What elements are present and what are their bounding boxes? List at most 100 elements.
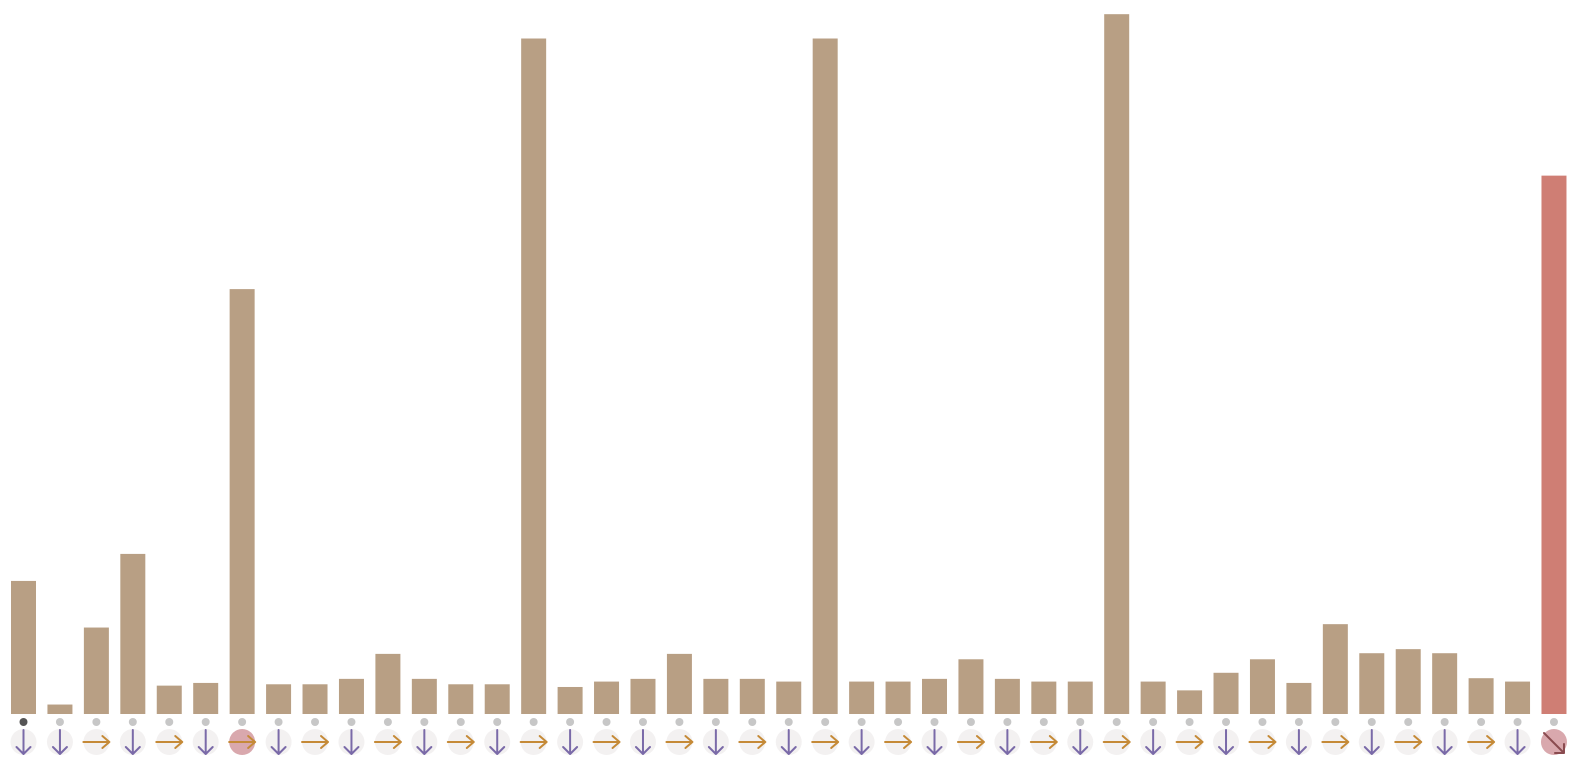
bar-2 (83, 627, 109, 714)
marker-dot-12 (456, 718, 465, 726)
marker-dot-41 (1513, 718, 1522, 726)
marker-dot-26 (966, 718, 975, 726)
arrow-glyph-10 (373, 735, 402, 749)
bar-40 (1468, 678, 1494, 714)
marker-dot-40 (1477, 718, 1486, 726)
arrow-glyph-32 (1175, 735, 1204, 749)
marker-dot-17 (638, 718, 647, 726)
bar-24 (885, 681, 911, 714)
marker-dot-10 (383, 718, 392, 726)
bar-13 (484, 684, 510, 714)
marker-dot-11 (420, 718, 429, 726)
arrows-group (10, 729, 1567, 755)
marker-dot-16 (602, 718, 611, 726)
bar-10 (375, 653, 401, 714)
arrow-down-icon-1 (46, 729, 73, 755)
arrow-down-icon-15 (557, 729, 584, 755)
marker-dot-33 (1222, 718, 1231, 726)
bar-11 (411, 678, 437, 714)
arrow-down-icon-23 (848, 729, 875, 755)
bar-3 (120, 553, 146, 714)
arrow-down-icon-3 (119, 729, 146, 755)
bar-26 (958, 659, 984, 714)
arrow-glyph-30 (1102, 735, 1131, 749)
marker-dot-14 (529, 718, 538, 726)
arrow-glyph-19 (707, 729, 724, 755)
arrow-glyph-27 (999, 729, 1016, 755)
arrow-down-icon-21 (775, 729, 802, 755)
bar-21 (776, 681, 802, 714)
arrow-glyph-24 (884, 735, 913, 749)
arrow-glyph-34 (1248, 735, 1277, 749)
bar-38 (1395, 649, 1421, 714)
arrow-down-icon-7 (265, 729, 292, 755)
bar-31 (1140, 681, 1166, 714)
arrow-down-icon-27 (994, 729, 1021, 755)
arrow-glyph-4 (155, 735, 184, 749)
arrow-glyph-31 (1145, 729, 1162, 755)
arrow-right-icon-36 (1321, 729, 1350, 755)
bar-37 (1359, 653, 1385, 715)
arrow-down-icon-17 (629, 729, 656, 755)
marker-dot-15 (566, 718, 575, 726)
arrow-glyph-5 (197, 729, 214, 755)
arrow-down-icon-0 (10, 729, 37, 755)
arrow-glyph-9 (343, 729, 360, 755)
arrow-down-icon-9 (338, 729, 365, 755)
arrow-down-icon-13 (484, 729, 511, 755)
marker-dot-42 (1549, 718, 1558, 726)
marker-dot-24 (894, 718, 903, 726)
marker-dot-23 (857, 718, 866, 726)
arrow-right-icon-34 (1248, 729, 1277, 755)
bar-36 (1322, 624, 1348, 714)
arrow-right-icon-30 (1102, 729, 1131, 755)
arrow-glyph-35 (1290, 729, 1307, 755)
arrow-right-icon-38 (1394, 729, 1423, 755)
marker-dot-27 (1003, 718, 1012, 726)
arrow-right-icon-24 (884, 729, 913, 755)
bar-39 (1432, 653, 1458, 715)
arrow-glyph-36 (1321, 735, 1350, 749)
arrow-right-icon-8 (301, 729, 330, 755)
arrow-glyph-8 (301, 735, 330, 749)
arrow-glyph-23 (853, 729, 870, 755)
marker-dot-25 (930, 718, 939, 726)
bar-30 (1104, 14, 1130, 715)
bar-42 (1541, 175, 1567, 714)
bar-35 (1286, 682, 1312, 714)
bar-32 (1177, 690, 1203, 714)
arrow-glyph-40 (1467, 735, 1496, 749)
bar-6 (229, 289, 255, 714)
marker-dot-13 (493, 718, 502, 726)
marker-dot-39 (1440, 718, 1449, 726)
arrow-glyph-2 (82, 735, 111, 749)
arrow-right-icon-6 (228, 729, 257, 755)
bar-7 (266, 684, 292, 714)
arrow-glyph-0 (15, 729, 32, 755)
marker-dot-38 (1404, 718, 1413, 726)
marker-dot-7 (274, 718, 283, 726)
arrow-glyph-15 (562, 729, 579, 755)
bar-23 (849, 681, 875, 714)
arrow-glyph-7 (270, 729, 287, 755)
arrow-right-icon-16 (592, 729, 621, 755)
arrow-right-icon-28 (1029, 729, 1058, 755)
arrow-down-icon-31 (1140, 729, 1167, 755)
marker-dot-20 (748, 718, 757, 726)
bar-20 (739, 678, 765, 714)
bar-1 (47, 704, 73, 714)
arrow-glyph-13 (489, 729, 506, 755)
arrow-right-icon-10 (373, 729, 402, 755)
arrow-down-icon-33 (1213, 729, 1240, 755)
arrow-glyph-25 (926, 729, 943, 755)
arrow-glyph-16 (592, 735, 621, 749)
arrow-glyph-3 (124, 729, 141, 755)
arrow-down-icon-37 (1358, 729, 1385, 755)
arrow-down-icon-19 (702, 729, 729, 755)
marker-dot-5 (201, 718, 210, 726)
arrow-glyph-6 (228, 735, 257, 749)
arrow-down-right-icon-42 (1540, 729, 1567, 755)
arrow-glyph-11 (416, 729, 433, 755)
marker-dot-2 (92, 718, 101, 726)
